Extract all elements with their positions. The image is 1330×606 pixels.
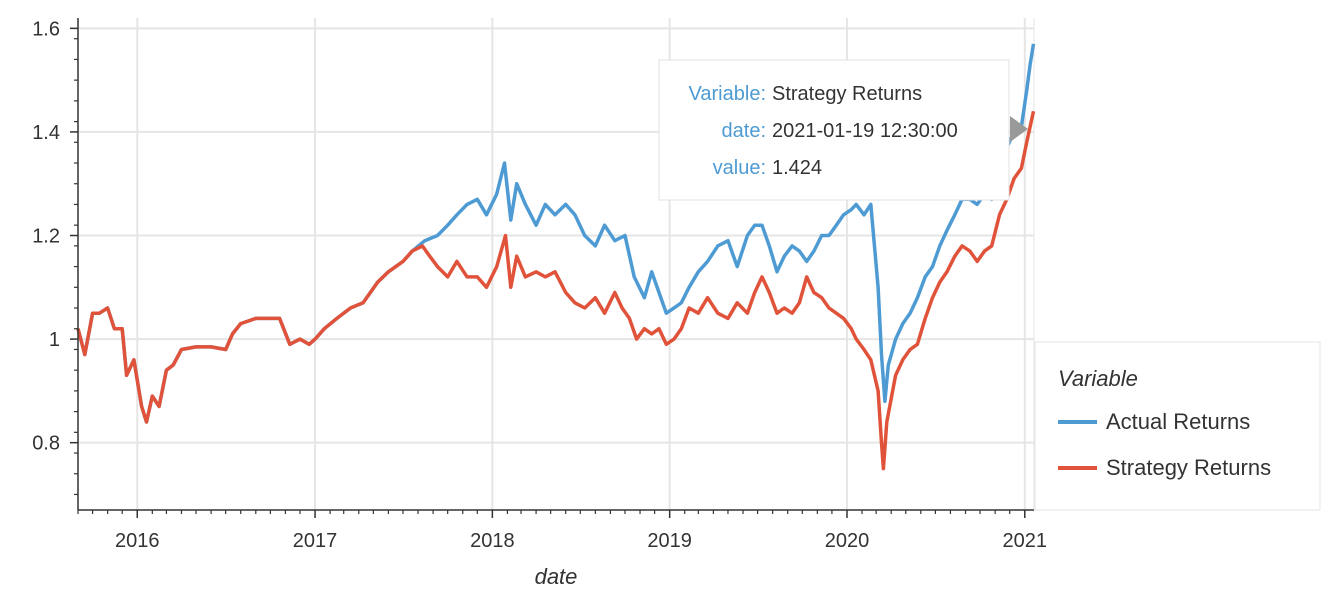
tooltip-value-variable: Strategy Returns (772, 83, 922, 105)
x-tick-label: 2021 (1003, 530, 1048, 552)
tooltip-key-variable: Variable: (689, 83, 766, 105)
y-tick-label: 1.6 (32, 18, 60, 40)
legend: Variable Actual Returns Strategy Returns (1034, 341, 1321, 511)
x-tick-label: 2016 (115, 530, 160, 552)
legend-title: Variable (1058, 366, 1138, 391)
tooltip-box (658, 59, 1010, 201)
x-tick-label: 2019 (647, 530, 692, 552)
y-tick-label: 1 (49, 329, 60, 351)
legend-label-actual-returns: Actual Returns (1106, 409, 1250, 434)
tooltip-value-value: 1.424 (772, 157, 822, 179)
series-lines (76, 43, 1036, 471)
x-tick-label: 2020 (825, 530, 870, 552)
y-tick-label: 0.8 (32, 433, 60, 455)
axes (77, 18, 1034, 511)
tooltip-key-date: date: (722, 120, 766, 142)
hover-tooltip: Variable: Strategy Returns date: 2021-01… (658, 59, 1028, 201)
tooltip-value-date: 2021-01-19 12:30:00 (772, 120, 958, 142)
x-axis-ticks: 2016 2017 2018 2019 2020 2021 (77, 510, 1048, 552)
tooltip-key-value: value: (713, 157, 766, 179)
y-tick-label: 1.2 (32, 226, 60, 248)
y-axis-ticks: 0.8 1 1.2 1.4 1.6 (32, 18, 78, 496)
legend-box (1034, 341, 1321, 511)
legend-label-strategy-returns: Strategy Returns (1106, 455, 1271, 480)
x-axis-title: date (535, 564, 578, 589)
x-tick-label: 2018 (470, 530, 515, 552)
y-tick-label: 1.4 (32, 122, 60, 144)
tooltip-pointer-icon (1010, 116, 1028, 142)
series-line-strategy-returns (76, 110, 1036, 471)
x-tick-label: 2017 (293, 530, 338, 552)
